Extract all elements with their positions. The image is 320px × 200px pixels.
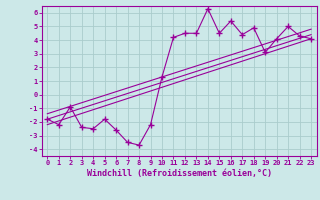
- X-axis label: Windchill (Refroidissement éolien,°C): Windchill (Refroidissement éolien,°C): [87, 169, 272, 178]
